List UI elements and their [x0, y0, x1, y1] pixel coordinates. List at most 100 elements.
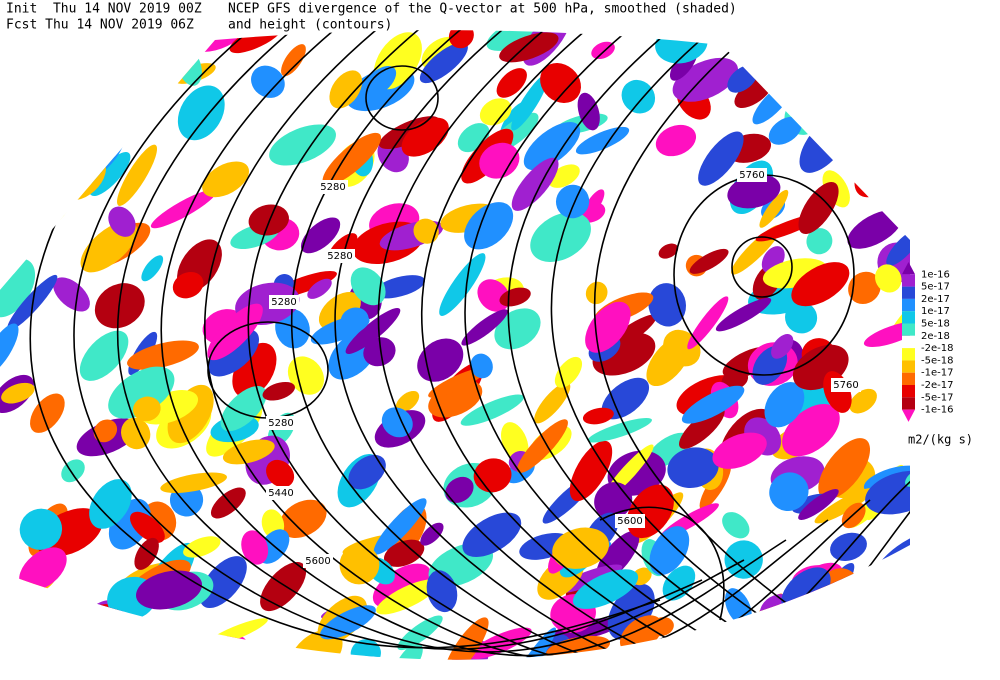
contour-label-bg — [737, 168, 767, 182]
contour-label-bg — [269, 295, 299, 309]
contour-line — [73, 30, 703, 650]
contour-line — [204, 30, 829, 660]
colorbar-cell — [902, 274, 915, 287]
shade-blob — [785, 301, 818, 334]
shade-blob — [260, 561, 307, 612]
colorbar-label: 5e-18 — [921, 319, 950, 330]
shade-blob — [248, 204, 289, 236]
shade-blob — [667, 447, 719, 488]
shade-blob — [648, 283, 687, 327]
shade-blob — [395, 390, 420, 413]
shade-blob — [601, 377, 650, 420]
contour-label-bg — [303, 554, 333, 568]
shade-blob — [348, 454, 386, 490]
shade-blob — [575, 126, 630, 155]
shade-blob — [698, 131, 744, 186]
contour-labels: 5280 5280 5280 5280 5440 5600 5600 5760 5760 — [266, 168, 861, 568]
colorbar-cell — [902, 348, 915, 361]
colorbar-cell — [902, 385, 915, 398]
title: NCEP GFS divergence of the Q-vector at 5… — [228, 2, 737, 17]
shade-blob — [320, 605, 376, 640]
contour-label: 5280 — [268, 418, 293, 429]
contour-line — [731, 236, 793, 298]
shade-blob — [287, 356, 325, 395]
shade-blob — [511, 74, 549, 131]
shade-blob — [394, 643, 423, 660]
shade-blob — [376, 579, 439, 615]
shade-blob — [687, 296, 729, 350]
shade-blob — [806, 228, 833, 255]
shade-blob — [266, 459, 295, 488]
shade-blob — [93, 419, 118, 443]
shade-blob — [875, 264, 902, 293]
colorbar-label: -2e-17 — [921, 380, 953, 391]
shade-blob — [764, 382, 805, 428]
shade-blob — [281, 44, 306, 77]
shade-blob — [470, 353, 493, 379]
shade-blob — [572, 569, 639, 609]
shade-blob — [865, 470, 910, 515]
colorbar-cell — [902, 335, 915, 349]
shade-blob — [345, 307, 401, 355]
shade-blob — [461, 309, 508, 346]
shade-blob — [134, 537, 159, 570]
shade-blob — [798, 181, 839, 235]
colorbar-label: -1e-16 — [921, 405, 953, 416]
colorbar-label: 1e-17 — [921, 306, 950, 317]
colorbar-units: m2/(kg s) — [908, 433, 973, 447]
shade-blob — [89, 479, 132, 529]
shade-blob — [136, 570, 203, 610]
shade-blob — [444, 617, 489, 660]
colorbar-label: 1e-16 — [921, 269, 950, 280]
shade-blob — [499, 287, 531, 307]
shade-blob — [132, 396, 161, 422]
colorbar-label: -5e-17 — [921, 392, 953, 403]
shade-blob — [108, 206, 136, 237]
shade-blob — [517, 419, 568, 473]
shade-blob — [585, 281, 608, 305]
shade-blob — [199, 556, 247, 608]
shade-blob — [0, 323, 19, 376]
shade-blob — [814, 488, 874, 524]
shade-blob — [150, 189, 217, 229]
shade-blob — [511, 157, 559, 211]
shade-blob — [300, 217, 341, 254]
shade-blob — [722, 512, 750, 539]
shade-blob — [496, 68, 527, 98]
colorbar-cell — [902, 360, 915, 373]
contour-label: 5600 — [305, 556, 330, 567]
shade-blob — [177, 85, 225, 141]
contour-label-bg — [615, 514, 645, 528]
colorbar-label: -5e-18 — [921, 355, 953, 366]
shade-blob — [428, 367, 487, 398]
subtitle: and height (contours) — [228, 18, 392, 33]
shade-blob — [768, 116, 802, 145]
colorbar-cell — [902, 323, 915, 336]
contour-label: 5760 — [833, 380, 858, 391]
shade-blob — [79, 330, 129, 381]
shade-blob — [499, 32, 559, 63]
shade-blob — [322, 132, 382, 186]
shade-blob — [307, 278, 332, 299]
shade-blob — [462, 512, 522, 557]
shade-blob — [582, 407, 614, 425]
contour-label: 5760 — [739, 170, 764, 181]
init-time: Init Thu 14 NOV 2019 00Z — [6, 2, 202, 17]
shade-blob — [655, 124, 697, 157]
contour-line — [160, 30, 787, 657]
contour-line — [116, 30, 745, 653]
shade-blob — [658, 243, 679, 259]
contour-line — [420, 30, 910, 660]
colorbar-cell — [902, 409, 915, 422]
shade-blob — [712, 432, 767, 469]
contour-label: 5280 — [327, 251, 352, 262]
shade-blob — [448, 30, 474, 49]
contour-line — [464, 30, 910, 660]
shade-blob — [587, 417, 652, 443]
contour-label-bg — [325, 249, 355, 263]
shade-blob — [818, 438, 871, 500]
shade-blob — [460, 394, 524, 426]
shade-blob — [583, 189, 605, 218]
shade-blob — [769, 472, 809, 511]
